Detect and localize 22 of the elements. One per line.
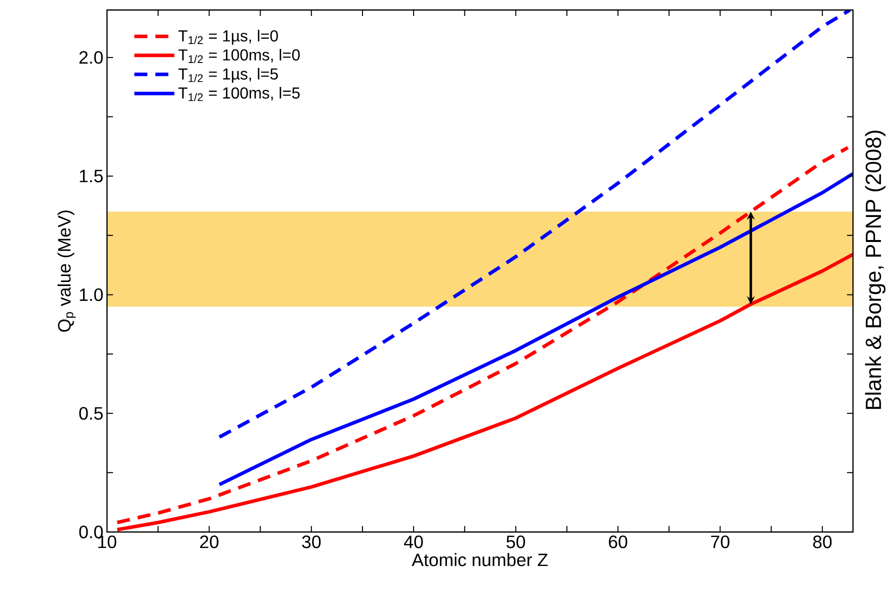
x-tick-label: 80 xyxy=(813,536,832,548)
legend-label: T$_{1/2}$ = 100ms, l=0 xyxy=(178,48,300,64)
y-tick-label: 1.5 xyxy=(80,170,103,182)
line-series xyxy=(115,252,854,532)
y-tick-label: 1.0 xyxy=(80,288,103,302)
x-tick-label: 60 xyxy=(608,536,628,548)
legend-label: T$_{1/2}$ = 1µs, l=0 xyxy=(178,30,278,45)
x-tick-label: 30 xyxy=(302,536,321,548)
line-series xyxy=(218,10,852,439)
y-tick-label: 0.5 xyxy=(79,407,103,420)
x-tick-label: 50 xyxy=(506,536,526,548)
x-tick-label: 70 xyxy=(711,536,730,548)
x-axis-title: Atomic number Z xyxy=(412,553,548,566)
x-tick-label: 40 xyxy=(404,536,423,548)
legend-label: T$_{1/2}$ = 1µs, l=5 xyxy=(178,68,278,83)
y-tick-label: 2.0 xyxy=(79,51,103,64)
legend-label: T$_{1/2}$ = 100ms, l=5 xyxy=(178,86,300,102)
text: Blank & Borge, PPNP (2008) xyxy=(865,130,886,409)
line-series xyxy=(115,146,850,524)
line-series xyxy=(218,172,854,486)
x-tick-label: 20 xyxy=(200,536,218,548)
y-axis-title: Q$_{p}$ value (MeV) xyxy=(58,210,76,332)
